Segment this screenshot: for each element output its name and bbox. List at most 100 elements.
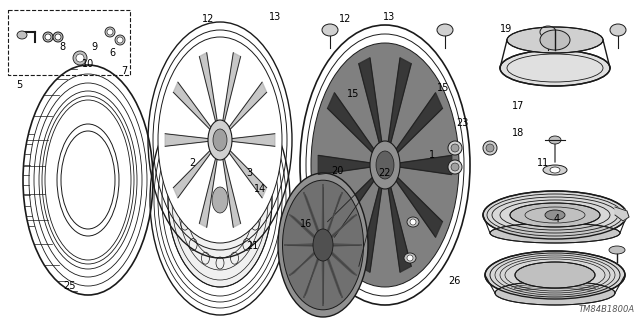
Ellipse shape bbox=[500, 50, 610, 86]
Text: 12: 12 bbox=[339, 14, 352, 24]
Ellipse shape bbox=[550, 167, 560, 173]
Ellipse shape bbox=[43, 98, 133, 262]
Polygon shape bbox=[359, 58, 382, 144]
Ellipse shape bbox=[73, 51, 87, 65]
Polygon shape bbox=[289, 251, 316, 276]
Ellipse shape bbox=[437, 24, 453, 36]
Ellipse shape bbox=[55, 34, 61, 40]
Text: 11: 11 bbox=[536, 158, 549, 168]
Ellipse shape bbox=[115, 35, 125, 45]
Polygon shape bbox=[328, 93, 374, 153]
Ellipse shape bbox=[158, 37, 282, 243]
Ellipse shape bbox=[448, 160, 462, 174]
Ellipse shape bbox=[53, 32, 63, 42]
Text: 2: 2 bbox=[189, 158, 195, 168]
Ellipse shape bbox=[212, 187, 228, 213]
Polygon shape bbox=[330, 251, 356, 276]
Text: 21: 21 bbox=[246, 241, 259, 252]
Text: 22: 22 bbox=[378, 168, 390, 179]
Text: 13: 13 bbox=[383, 12, 396, 22]
Text: 6: 6 bbox=[109, 48, 115, 58]
Polygon shape bbox=[318, 156, 371, 175]
Ellipse shape bbox=[278, 173, 368, 317]
Ellipse shape bbox=[311, 43, 459, 287]
Text: 7: 7 bbox=[122, 66, 128, 76]
Ellipse shape bbox=[610, 24, 626, 36]
Polygon shape bbox=[303, 192, 319, 234]
Polygon shape bbox=[228, 82, 267, 131]
Text: 23: 23 bbox=[456, 118, 469, 128]
Text: 17: 17 bbox=[512, 100, 525, 111]
Ellipse shape bbox=[486, 144, 494, 152]
Text: 26: 26 bbox=[448, 276, 461, 286]
Polygon shape bbox=[200, 156, 218, 227]
Ellipse shape bbox=[495, 281, 615, 305]
Ellipse shape bbox=[168, 113, 272, 287]
Polygon shape bbox=[173, 149, 212, 198]
Ellipse shape bbox=[490, 223, 620, 243]
Ellipse shape bbox=[507, 27, 603, 53]
Ellipse shape bbox=[407, 255, 413, 261]
Ellipse shape bbox=[485, 251, 625, 299]
Polygon shape bbox=[330, 214, 356, 239]
Ellipse shape bbox=[549, 136, 561, 144]
Polygon shape bbox=[228, 149, 267, 198]
Ellipse shape bbox=[451, 163, 459, 171]
Ellipse shape bbox=[483, 191, 627, 239]
Ellipse shape bbox=[540, 26, 556, 38]
Ellipse shape bbox=[17, 31, 27, 39]
Ellipse shape bbox=[107, 29, 113, 35]
Text: 14: 14 bbox=[253, 184, 266, 195]
Polygon shape bbox=[303, 256, 319, 298]
Text: 9: 9 bbox=[92, 42, 98, 52]
Ellipse shape bbox=[483, 141, 497, 155]
Polygon shape bbox=[396, 93, 442, 153]
Polygon shape bbox=[165, 134, 210, 146]
Polygon shape bbox=[284, 244, 315, 246]
Text: 4: 4 bbox=[554, 214, 560, 224]
Ellipse shape bbox=[376, 151, 394, 179]
Text: 1: 1 bbox=[429, 150, 435, 160]
Text: 13: 13 bbox=[269, 12, 282, 22]
Ellipse shape bbox=[322, 24, 338, 36]
Ellipse shape bbox=[213, 129, 227, 151]
Text: 20: 20 bbox=[332, 166, 344, 176]
Polygon shape bbox=[200, 53, 218, 124]
Ellipse shape bbox=[410, 219, 416, 225]
Ellipse shape bbox=[43, 32, 53, 42]
Ellipse shape bbox=[45, 34, 51, 40]
Polygon shape bbox=[328, 177, 374, 237]
Ellipse shape bbox=[609, 246, 625, 254]
Polygon shape bbox=[323, 258, 324, 306]
Text: 19: 19 bbox=[499, 24, 512, 34]
Ellipse shape bbox=[515, 262, 595, 288]
Ellipse shape bbox=[370, 141, 400, 189]
Polygon shape bbox=[359, 186, 382, 272]
Text: 3: 3 bbox=[246, 168, 253, 178]
Text: 8: 8 bbox=[60, 42, 66, 52]
Text: 10: 10 bbox=[82, 59, 95, 69]
Ellipse shape bbox=[540, 30, 570, 50]
Text: TM84B1800A: TM84B1800A bbox=[579, 305, 635, 314]
Text: 25: 25 bbox=[63, 281, 76, 292]
Ellipse shape bbox=[448, 141, 462, 155]
Text: 5: 5 bbox=[16, 80, 22, 90]
Ellipse shape bbox=[404, 253, 416, 263]
Text: 16: 16 bbox=[300, 219, 312, 229]
Polygon shape bbox=[388, 186, 411, 272]
Ellipse shape bbox=[407, 217, 419, 227]
Ellipse shape bbox=[76, 54, 84, 62]
Polygon shape bbox=[230, 134, 275, 146]
Text: 12: 12 bbox=[202, 13, 214, 24]
Ellipse shape bbox=[117, 37, 123, 43]
Ellipse shape bbox=[208, 120, 232, 160]
Text: 18: 18 bbox=[512, 128, 525, 138]
Polygon shape bbox=[323, 184, 324, 232]
Polygon shape bbox=[289, 214, 316, 239]
Polygon shape bbox=[223, 53, 241, 124]
Polygon shape bbox=[173, 82, 212, 131]
Ellipse shape bbox=[208, 180, 232, 220]
Ellipse shape bbox=[105, 27, 115, 37]
Ellipse shape bbox=[451, 144, 459, 152]
Polygon shape bbox=[331, 244, 362, 246]
